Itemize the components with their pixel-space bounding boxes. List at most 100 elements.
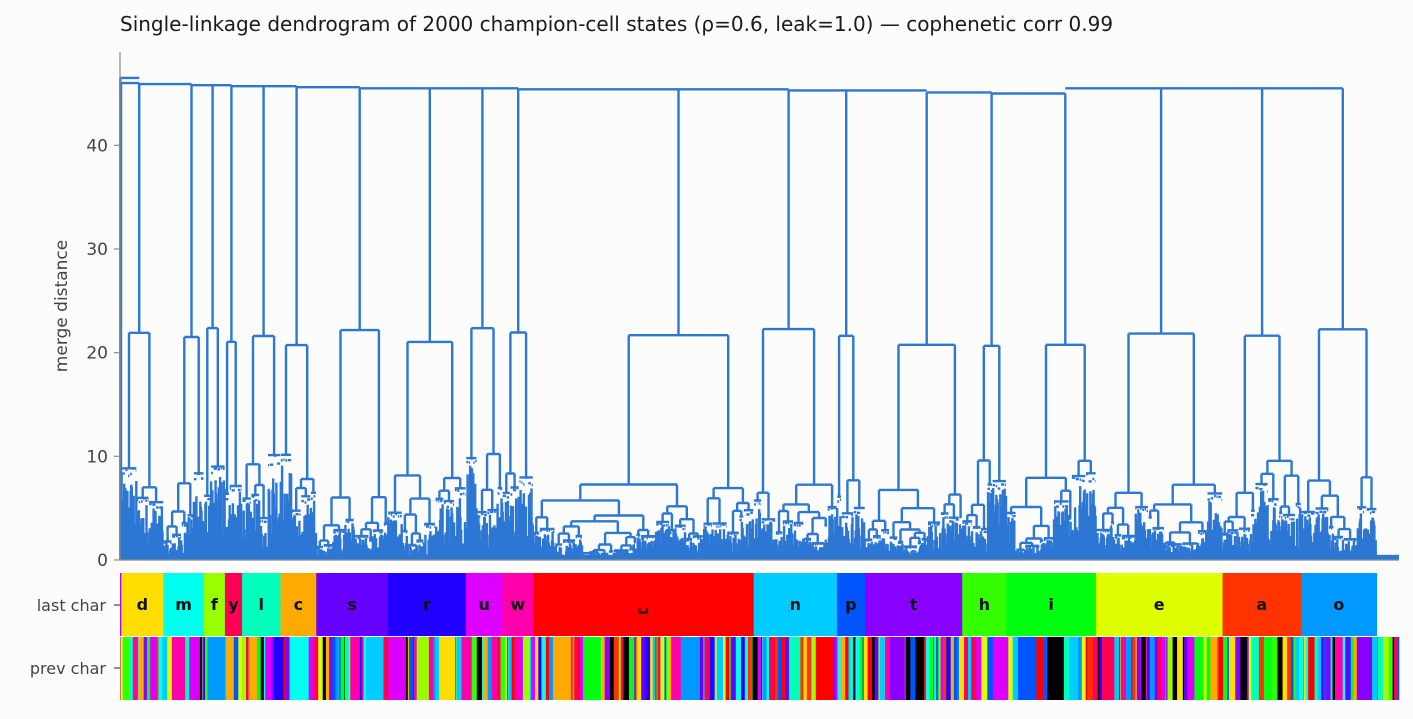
prev-char-cell [774,637,779,700]
prev-char-cell [355,637,361,700]
prev-char-cell [769,637,775,700]
prev-char-cell [233,637,239,700]
prev-char-cell [1172,637,1178,700]
prev-char-cell [1282,637,1288,700]
prev-char-cell [1194,637,1200,700]
prev-char-cell [1069,637,1079,700]
prev-char-cell [1303,637,1306,700]
prev-char-cell [613,637,615,700]
prev-char-cell [265,637,272,700]
prev-char-cell [238,637,242,700]
prev-char-cell [1356,637,1373,700]
prev-char-cell [943,637,947,700]
dendrogram-tree [119,76,1399,561]
prev-char-cell [925,637,930,700]
prev-char-cell [680,637,701,700]
prev-char-cell [1295,637,1300,700]
prev-char-cell [1092,637,1099,700]
prev-char-cell [803,637,808,700]
last-char-cell [388,573,467,636]
prev-char-cell [202,637,205,700]
prev-char-cell [574,637,575,700]
prev-char-cell [171,637,186,700]
prev-char-cell [289,637,309,700]
prev-char-cell [629,637,635,700]
prev-char-cell [510,637,513,700]
prev-char-cell [600,637,603,700]
prev-char-cell [729,637,731,700]
prev-char-cell [514,637,520,700]
prev-char-cell [635,637,637,700]
prev-char-cell [744,637,749,700]
prev-char-cell [383,637,389,700]
prev-char-cell [1372,637,1378,700]
prev-char-cell [1125,637,1132,700]
prev-char-cell [1120,637,1122,700]
prev-char-cell [981,637,986,700]
last-char-label: u [479,595,490,614]
prev-char-cell [1114,637,1120,700]
prev-char-cell [620,637,624,700]
last-char-label: f [211,595,219,614]
prev-char-cell [522,637,531,700]
last-char-cell [533,573,755,636]
prev-char-cell [583,637,602,700]
prev-char-cell [778,637,782,700]
prev-char-cell [1132,637,1136,700]
prev-char-cell [849,637,851,700]
last-char-track: d m f y l c s r u w ␣ n p t h i e a o [120,573,1378,636]
prev-char-cell [959,637,965,700]
prev-char-cell [666,637,667,700]
prev-char-cell [325,637,330,700]
prev-char-cell [637,637,642,700]
prev-char-cell [1140,637,1142,700]
prev-char-cell [409,637,414,700]
prev-char-cell [538,637,542,700]
prev-char-cell [263,637,266,700]
prev-char-cell [541,637,547,700]
prev-char-cell [519,637,524,700]
prev-char-cell [1258,637,1265,700]
prev-char-cell [241,637,247,700]
prev-char-cell [939,637,941,700]
prev-char-cell [283,637,286,700]
prev-char-cell [878,637,880,700]
last-char-label: r [423,595,431,614]
prev-char-cell [934,637,937,700]
last-char-cell [120,573,122,636]
prev-char-cell [506,637,508,700]
prev-char-cell [958,637,960,700]
prev-char-cell [714,637,716,700]
prev-char-cell [1246,637,1249,700]
prev-char-cell [487,637,492,700]
prev-char-cell [940,637,944,700]
prev-char-track [120,637,1400,700]
prev-char-cell [1349,637,1352,700]
prev-char-cell [132,637,139,700]
prev-char-cell [285,637,290,700]
prev-char-cell [1204,637,1207,700]
prev-char-cell [968,637,972,700]
prev-char-cell [953,637,958,700]
prev-char-cell [1383,637,1385,700]
prev-char-cell [226,637,230,700]
prev-char-cell [407,637,410,700]
prev-char-cell [1047,637,1065,700]
prev-char-cell [800,637,804,700]
prev-char-cell [1317,637,1322,700]
track-label-last-char: last char [37,596,107,615]
prev-char-cell [1314,637,1319,700]
prev-char-cell [854,637,856,700]
prev-char-cell [666,637,670,700]
prev-char-cell [570,637,573,700]
prev-char-cell [185,637,190,700]
last-char-label: m [175,595,192,614]
prev-char-cell [937,637,940,700]
prev-char-cell [414,637,418,700]
prev-char-cell [283,637,284,700]
prev-char-cell [204,637,206,700]
prev-char-cell [1187,637,1195,700]
prev-char-cell [162,637,168,700]
prev-char-cell [785,637,790,700]
prev-char-cell [1339,637,1343,700]
